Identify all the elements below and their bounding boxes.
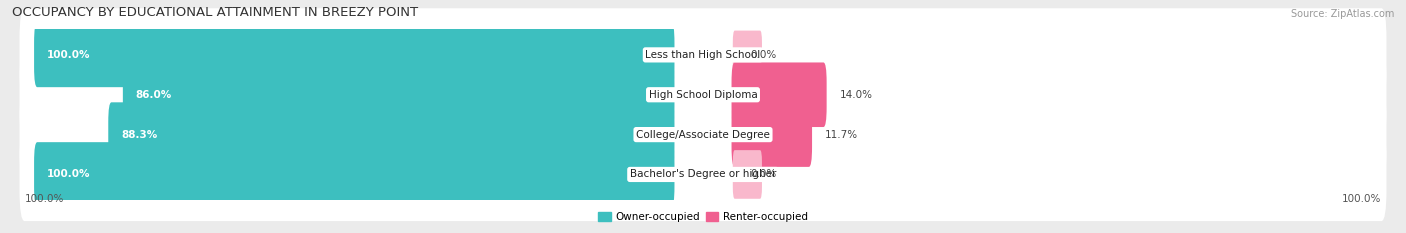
Text: 86.0%: 86.0%	[135, 90, 172, 100]
Text: 0.0%: 0.0%	[751, 169, 776, 179]
Text: 14.0%: 14.0%	[839, 90, 872, 100]
FancyBboxPatch shape	[731, 62, 827, 127]
Text: 100.0%: 100.0%	[46, 169, 90, 179]
Text: 88.3%: 88.3%	[121, 130, 157, 140]
Text: College/Associate Degree: College/Associate Degree	[636, 130, 770, 140]
FancyBboxPatch shape	[731, 102, 813, 167]
FancyBboxPatch shape	[733, 31, 762, 79]
Text: 0.0%: 0.0%	[751, 50, 776, 60]
FancyBboxPatch shape	[20, 8, 1386, 102]
Text: 11.7%: 11.7%	[825, 130, 858, 140]
FancyBboxPatch shape	[34, 142, 675, 207]
FancyBboxPatch shape	[20, 88, 1386, 181]
FancyBboxPatch shape	[34, 23, 675, 87]
FancyBboxPatch shape	[122, 62, 675, 127]
Text: 100.0%: 100.0%	[46, 50, 90, 60]
FancyBboxPatch shape	[20, 48, 1386, 141]
Text: 100.0%: 100.0%	[1343, 194, 1382, 204]
Text: Less than High School: Less than High School	[645, 50, 761, 60]
FancyBboxPatch shape	[108, 102, 675, 167]
Text: 100.0%: 100.0%	[24, 194, 63, 204]
Text: Bachelor's Degree or higher: Bachelor's Degree or higher	[630, 169, 776, 179]
FancyBboxPatch shape	[20, 128, 1386, 221]
Text: High School Diploma: High School Diploma	[648, 90, 758, 100]
Text: OCCUPANCY BY EDUCATIONAL ATTAINMENT IN BREEZY POINT: OCCUPANCY BY EDUCATIONAL ATTAINMENT IN B…	[11, 6, 418, 19]
FancyBboxPatch shape	[733, 150, 762, 199]
Legend: Owner-occupied, Renter-occupied: Owner-occupied, Renter-occupied	[595, 208, 811, 226]
Text: Source: ZipAtlas.com: Source: ZipAtlas.com	[1291, 9, 1395, 19]
